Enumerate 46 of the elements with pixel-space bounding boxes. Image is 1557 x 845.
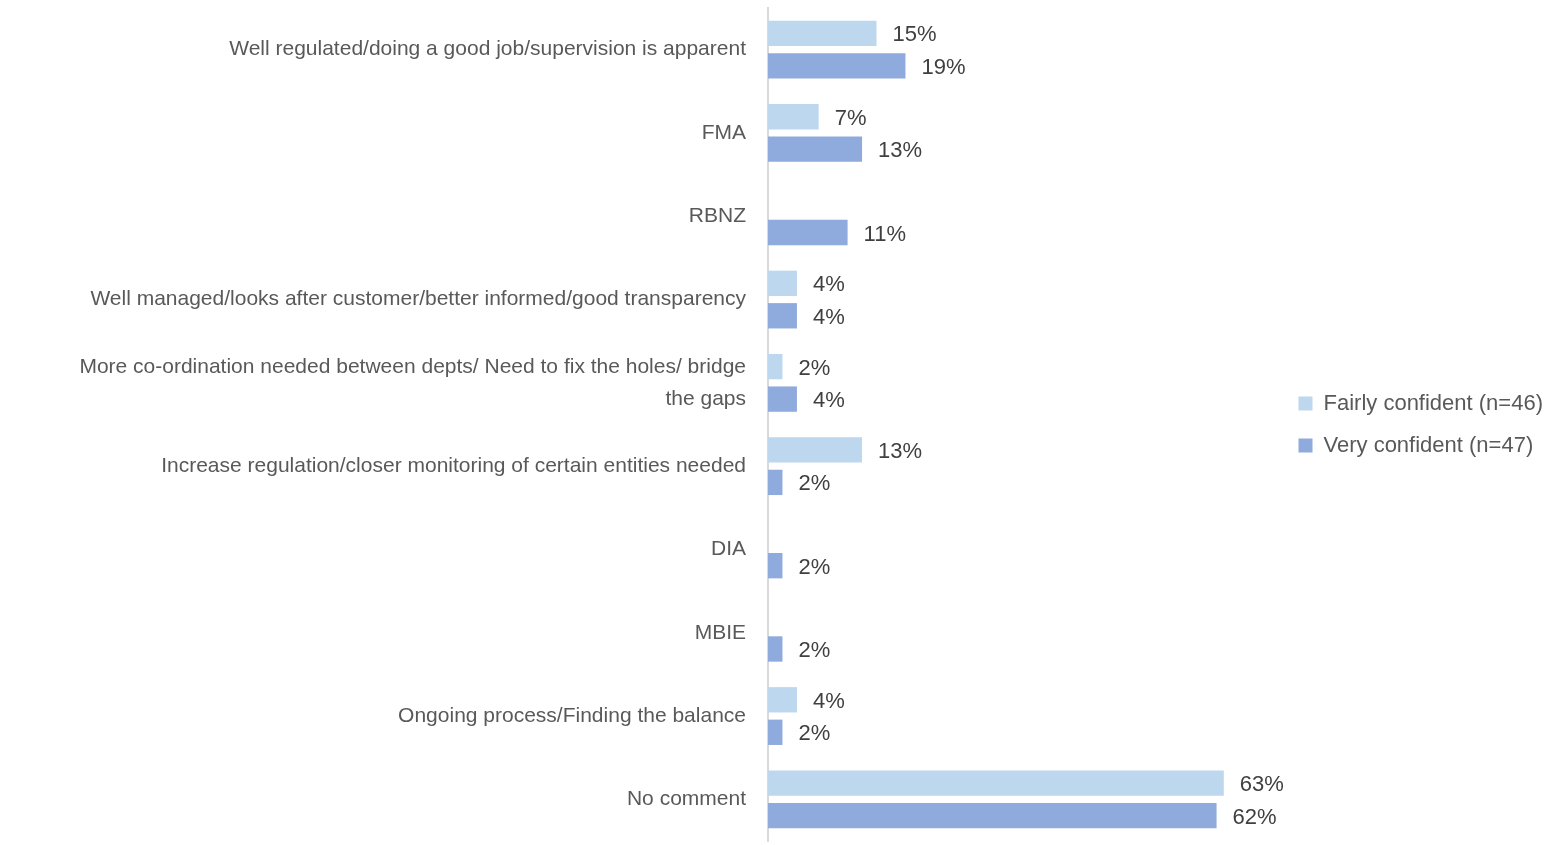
bar — [768, 353, 783, 380]
bar — [768, 104, 819, 130]
bar — [768, 687, 797, 713]
bar — [768, 469, 783, 496]
bar — [768, 802, 1217, 829]
y-tick-label: DIA — [710, 536, 746, 560]
y-tick-label: Well regulated/doing a good job/supervision is apparent — [229, 36, 747, 60]
y-tick-label: MBIE — [694, 619, 746, 643]
legend-label: Fairly confident (n=46) — [1323, 389, 1543, 415]
y-tick-label: Increase regulation/closer monitoring of certain entities needed — [161, 452, 746, 476]
data-label: 13% — [878, 437, 923, 463]
bar — [768, 636, 783, 662]
y-tick-label: Well managed/looks after customer/better informed/good transparency — [90, 286, 747, 310]
bar — [768, 770, 1224, 796]
data-label: 13% — [878, 137, 923, 163]
bar — [768, 719, 783, 745]
data-label: 4% — [812, 387, 845, 413]
data-label: 2% — [798, 637, 831, 663]
data-label: 2% — [798, 470, 831, 496]
bar — [768, 303, 797, 329]
bar — [768, 270, 797, 296]
bar — [768, 20, 877, 47]
legend-label: Very confident (n=47) — [1323, 431, 1534, 457]
data-label: 7% — [834, 104, 867, 130]
y-tick-label: FMA — [701, 119, 746, 143]
y-tick-label: No comment — [626, 786, 747, 810]
data-label: 2% — [798, 720, 831, 746]
data-label: 2% — [798, 354, 831, 380]
y-tick-label: Ongoing process/Finding the balance — [398, 702, 746, 726]
bar — [768, 136, 863, 162]
data-label: 15% — [892, 21, 937, 47]
data-label: 2% — [798, 553, 831, 579]
bar — [768, 53, 906, 79]
bar — [768, 553, 783, 579]
bar — [768, 386, 797, 412]
data-label: 63% — [1239, 771, 1284, 797]
bar — [768, 437, 863, 463]
data-label: 4% — [812, 303, 845, 329]
y-tick-label: RBNZ — [688, 203, 747, 227]
data-label: 19% — [921, 53, 966, 79]
data-label: 4% — [812, 271, 845, 297]
bar — [768, 219, 848, 246]
data-label: 4% — [812, 687, 845, 713]
data-label: 62% — [1232, 803, 1277, 829]
data-label: 11% — [863, 220, 906, 246]
y-tick-label: More co-ordination needed between depts/ Need to fix the holes/ bridge the gaps — [79, 353, 746, 409]
